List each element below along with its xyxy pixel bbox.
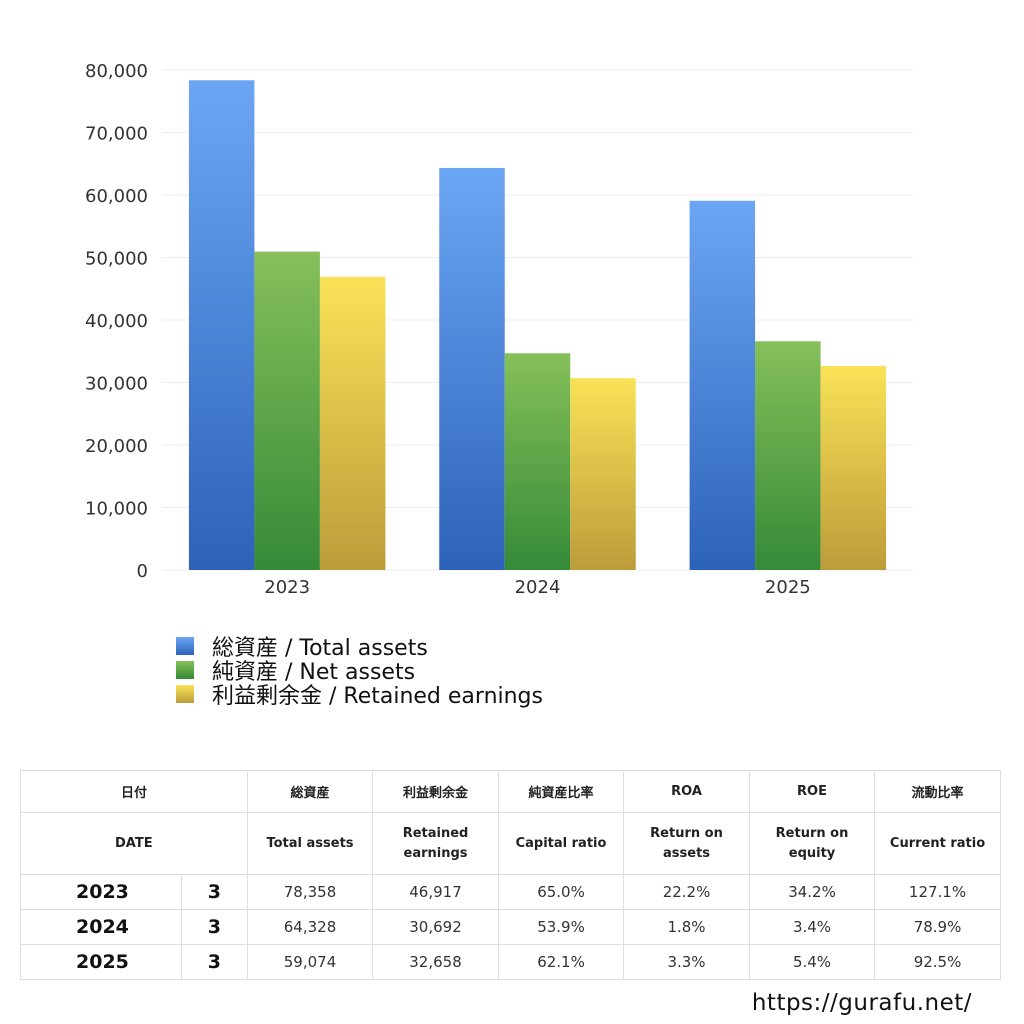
y-axis-ticks: 0 10,000 20,000 30,000 40,000 50,000 60,000 70,… bbox=[85, 61, 148, 582]
site-url[interactable]: https://gurafu.net/ bbox=[751, 990, 972, 1016]
legend: 総資産 / Total assets 純資産 / Net assets 利益剰余… bbox=[176, 634, 543, 709]
cell-total-assets: 59,074 bbox=[247, 944, 374, 980]
cell-roa: 22.2% bbox=[623, 874, 751, 910]
header-date-en: DATE bbox=[19, 812, 249, 875]
row-month: 3 bbox=[180, 944, 249, 980]
legend-label-retained-earnings: 利益剰余金 / Retained earnings bbox=[212, 684, 543, 709]
bar-2023-net-assets bbox=[254, 251, 320, 570]
legend-swatch-total-assets bbox=[176, 637, 194, 655]
legend-swatch-retained-earnings bbox=[176, 685, 194, 703]
financial-summary-table: 日付 総資産 利益剰余金 純資産比率 ROA ROE 流動比率 DATE Tot… bbox=[19, 770, 1002, 980]
table-row: 2024 3 64,328 30,692 53.9% 1.8% 3.4% 78.… bbox=[20, 909, 1002, 945]
cell-capital-ratio: 62.1% bbox=[498, 944, 625, 980]
bar-2024-net-assets bbox=[504, 353, 571, 570]
cell-total-assets: 64,328 bbox=[247, 909, 374, 945]
header-total-assets-en: Total assets bbox=[247, 812, 374, 875]
header-roa-en-line1: Return on bbox=[650, 825, 723, 841]
cell-retained: 46,917 bbox=[372, 874, 500, 910]
row-year: 2025 bbox=[20, 944, 182, 980]
legend-label-net-assets: 純資産 / Net assets bbox=[212, 660, 416, 685]
header-current-ratio-en: Current ratio bbox=[874, 812, 1002, 875]
row-month: 3 bbox=[180, 909, 249, 945]
header-retained-en: Retained earnings bbox=[372, 812, 500, 875]
header-row-en: DATE Total assets Retained earnings Capit… bbox=[19, 812, 1002, 875]
cell-roa: 1.8% bbox=[623, 909, 751, 945]
header-retained-en-line2: earnings bbox=[403, 845, 468, 861]
cell-current-ratio: 78.9% bbox=[874, 909, 1002, 945]
row-year: 2023 bbox=[20, 874, 182, 910]
y-tick-label: 70,000 bbox=[85, 124, 148, 145]
table-row: 2023 3 78,358 46,917 65.0% 22.2% 34.2% 1… bbox=[20, 874, 1002, 910]
cell-roe: 3.4% bbox=[749, 909, 876, 945]
bar-2024-total-assets bbox=[439, 167, 505, 570]
legend-swatch-net-assets bbox=[176, 661, 194, 679]
header-roe-en-line2: equity bbox=[788, 845, 836, 861]
cell-retained: 30,692 bbox=[372, 909, 500, 945]
legend-item-total-assets: 総資産 / Total assets bbox=[176, 634, 543, 661]
header-total-assets-jp: 総資産 bbox=[247, 770, 374, 813]
y-tick-label: 0 bbox=[137, 561, 148, 582]
y-tick-label: 20,000 bbox=[85, 436, 148, 457]
header-row-jp: 日付 総資産 利益剰余金 純資産比率 ROA ROE 流動比率 bbox=[19, 770, 1002, 813]
table-row: 2025 3 59,074 32,658 62.1% 3.3% 5.4% 92.… bbox=[20, 944, 1002, 980]
header-roe-en: Return on equity bbox=[749, 812, 876, 875]
header-roe-jp: ROE bbox=[749, 770, 876, 813]
y-tick-label: 40,000 bbox=[85, 311, 148, 332]
header-capital-ratio-jp: 純資産比率 bbox=[498, 770, 625, 813]
x-axis-ticks: 2023 2024 2025 bbox=[264, 577, 810, 598]
y-tick-label: 10,000 bbox=[85, 499, 148, 520]
bar-2025-retained-earnings bbox=[820, 365, 887, 570]
bar-2025-total-assets bbox=[689, 200, 756, 570]
header-date-jp: 日付 bbox=[19, 770, 249, 813]
cell-roe: 34.2% bbox=[749, 874, 876, 910]
header-current-ratio-jp: 流動比率 bbox=[874, 770, 1002, 813]
header-capital-ratio-en: Capital ratio bbox=[498, 812, 625, 875]
cell-roa: 3.3% bbox=[623, 944, 751, 980]
cell-current-ratio: 92.5% bbox=[874, 944, 1002, 980]
legend-item-retained-earnings: 利益剰余金 / Retained earnings bbox=[176, 682, 543, 709]
header-retained-en-line1: Retained bbox=[402, 825, 469, 841]
bar-2023-total-assets bbox=[188, 80, 255, 570]
y-tick-label: 50,000 bbox=[85, 249, 148, 270]
y-tick-label: 60,000 bbox=[85, 186, 148, 207]
header-roa-en-line2: assets bbox=[663, 845, 711, 861]
header-retained-jp: 利益剰余金 bbox=[372, 770, 500, 813]
y-tick-label: 80,000 bbox=[85, 61, 148, 82]
x-tick-label: 2025 bbox=[765, 577, 811, 598]
header-roe-en-line1: Return on bbox=[775, 825, 849, 841]
legend-item-net-assets: 純資産 / Net assets bbox=[176, 658, 543, 685]
legend-label-total-assets: 総資産 / Total assets bbox=[212, 636, 428, 661]
x-tick-label: 2024 bbox=[515, 577, 561, 598]
bar-2024-retained-earnings bbox=[570, 378, 636, 570]
bars bbox=[188, 80, 887, 570]
header-roa-en: Return on assets bbox=[623, 812, 751, 875]
header-roa-jp: ROA bbox=[623, 770, 751, 813]
cell-roe: 5.4% bbox=[749, 944, 876, 980]
cell-capital-ratio: 65.0% bbox=[498, 874, 625, 910]
cell-retained: 32,658 bbox=[372, 944, 500, 980]
bar-chart: 0 10,000 20,000 30,000 40,000 50,000 60,000 70,… bbox=[85, 61, 913, 598]
y-tick-label: 30,000 bbox=[85, 374, 148, 395]
x-tick-label: 2023 bbox=[264, 577, 310, 598]
row-year: 2024 bbox=[20, 909, 182, 945]
bar-2023-retained-earnings bbox=[319, 276, 386, 570]
cell-total-assets: 78,358 bbox=[247, 874, 374, 910]
bar-2025-net-assets bbox=[755, 341, 821, 570]
cell-current-ratio: 127.1% bbox=[874, 874, 1002, 910]
cell-capital-ratio: 53.9% bbox=[498, 909, 625, 945]
row-month: 3 bbox=[180, 874, 249, 910]
